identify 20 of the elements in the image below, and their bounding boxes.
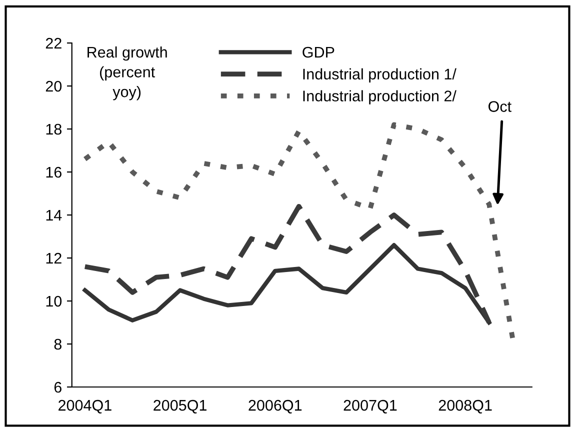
- y-tick-label: 12: [46, 252, 62, 264]
- x-tick-label: 2004Q1: [58, 400, 112, 414]
- legend-label: GDP: [302, 46, 334, 58]
- x-tick-label: 2006Q1: [248, 400, 302, 414]
- annotation: Oct: [488, 101, 512, 112]
- y-tick-label: 6: [54, 382, 62, 393]
- y-tick-label: 18: [46, 124, 62, 135]
- x-tick-label: 2007Q1: [344, 400, 397, 414]
- x-tick-label: 2005Q1: [154, 400, 206, 414]
- y-tick-label: 14: [46, 210, 62, 221]
- y-tick-label: 16: [46, 166, 62, 178]
- line-series: [82, 204, 492, 325]
- y-tick-label: 20: [46, 80, 62, 92]
- y-tick-label: 22: [46, 38, 62, 49]
- legend-label: Industrial production 1/: [303, 68, 456, 83]
- x-tick-label: 2008Q1: [438, 400, 492, 414]
- y-axis-title: Real growth (percent yoy): [88, 46, 167, 100]
- y-tick-label: 10: [46, 296, 62, 307]
- legend-label: Industrial production 2/: [303, 90, 456, 104]
- y-tick-label: 8: [54, 338, 62, 350]
